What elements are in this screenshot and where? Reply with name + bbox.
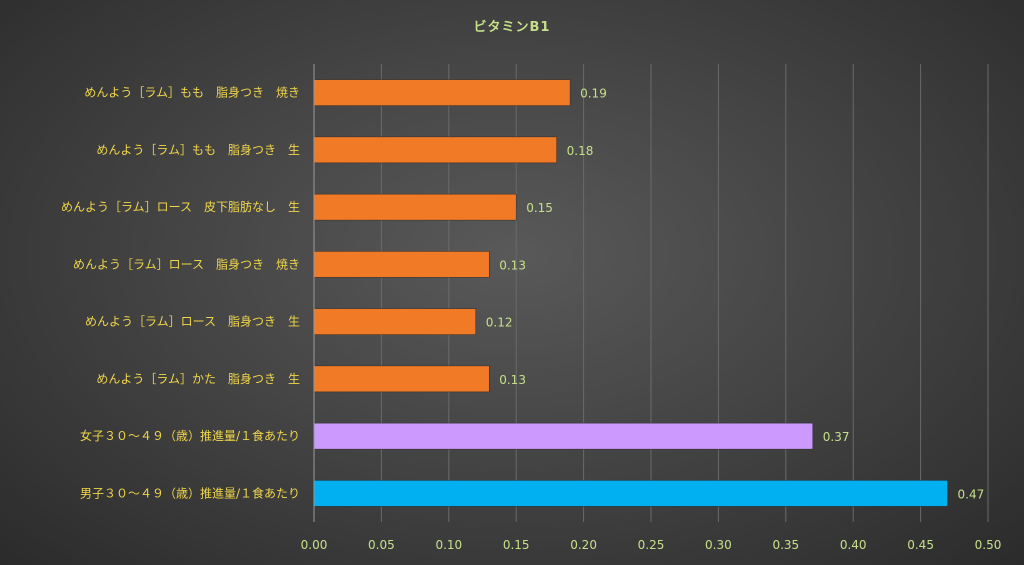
bar xyxy=(313,480,948,507)
bar xyxy=(313,365,490,393)
category-label: めんよう［ラム］もも 脂身つき 生 xyxy=(96,142,300,157)
x-tick-label: 0.10 xyxy=(435,538,462,552)
bar xyxy=(313,193,517,221)
x-tick-label: 0.05 xyxy=(368,538,395,552)
x-tick-label: 0.15 xyxy=(503,538,530,552)
data-label: 0.15 xyxy=(526,201,553,215)
bar xyxy=(313,251,490,278)
x-tick-label: 0.25 xyxy=(638,538,665,552)
data-label: 0.47 xyxy=(958,487,985,501)
x-tick-label: 0.45 xyxy=(907,538,934,552)
data-label: 0.37 xyxy=(823,430,850,444)
bar xyxy=(313,136,557,164)
category-label: 男子３０～４９（歳）推進量/１食あたり xyxy=(80,485,300,500)
bar xyxy=(313,308,477,335)
category-label: めんよう［ラム］ロース 脂身つき 生 xyxy=(85,314,300,329)
category-label: めんよう［ラム］ロース 脂身つき 焼き xyxy=(73,256,300,271)
data-labels: 0.19 0.18 0.15 0.13 0.12 0.13 0.37 0.47 xyxy=(486,87,985,502)
x-tick-label: 0.50 xyxy=(975,538,1002,552)
gridlines xyxy=(380,64,989,522)
chart-title: ビタミンB1 xyxy=(474,19,551,35)
category-label: めんよう［ラム］かた 脂身つき 生 xyxy=(96,371,300,386)
category-label: めんよう［ラム］ロース 皮下脂肪なし 生 xyxy=(61,199,300,214)
x-tick-label: 0.20 xyxy=(570,538,597,552)
bars xyxy=(313,79,948,507)
data-label: 0.12 xyxy=(486,316,513,330)
bar xyxy=(313,422,814,450)
category-label: めんよう［ラム］もも 脂身つき 焼き xyxy=(84,85,300,100)
x-tick-label: 0.35 xyxy=(772,538,799,552)
x-tick-labels: 0.00 0.05 0.10 0.15 0.20 0.25 0.30 0.35 0.40 0.45… xyxy=(301,538,1002,552)
data-label: 0.13 xyxy=(499,258,526,272)
x-tick-label: 0.00 xyxy=(301,538,328,552)
x-tick-label: 0.40 xyxy=(840,538,867,552)
data-label: 0.13 xyxy=(499,373,526,387)
data-label: 0.19 xyxy=(580,87,607,101)
x-tick-label: 0.30 xyxy=(705,538,732,552)
data-label: 0.18 xyxy=(567,144,594,158)
bar xyxy=(313,79,571,106)
category-label: 女子３０～４９（歳）推進量/１食あたり xyxy=(80,428,300,443)
